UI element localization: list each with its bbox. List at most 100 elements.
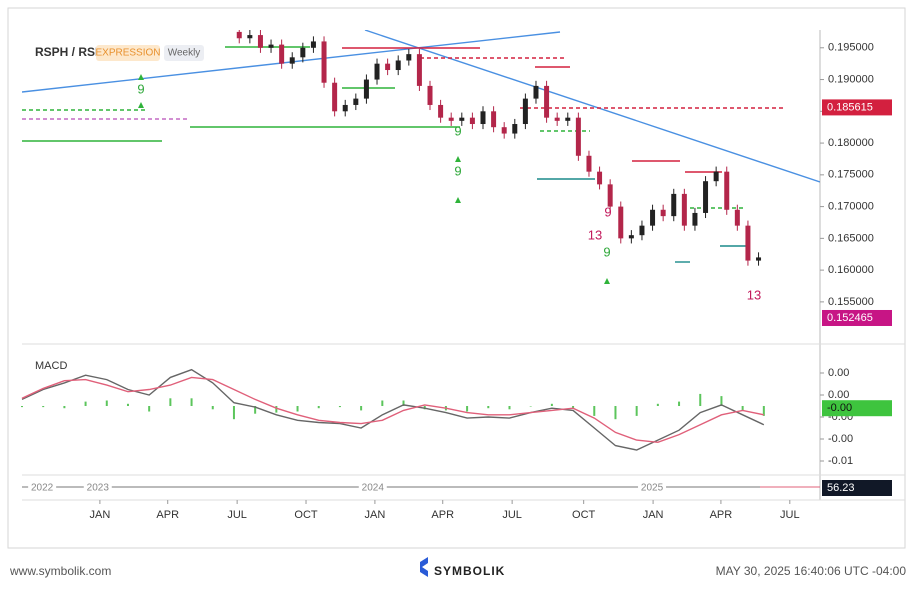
frame — [7, 7, 906, 549]
x-tick-label: JUL — [227, 509, 247, 521]
annotation: 13 — [588, 227, 602, 242]
candle-body — [385, 63, 391, 71]
candle-body — [565, 117, 571, 121]
candle-body — [332, 82, 338, 112]
y-tick-label: 0.155000 — [828, 296, 874, 308]
histogram-bar — [63, 406, 66, 409]
candle-body — [268, 44, 274, 48]
candle-body — [310, 41, 316, 48]
candle-body — [427, 85, 433, 105]
histogram-bar — [42, 406, 45, 408]
candle-body — [459, 117, 465, 121]
candle-body — [321, 41, 327, 83]
x-tick-label: APR — [156, 509, 179, 521]
candle-body — [724, 171, 730, 210]
candle-body — [618, 206, 624, 239]
candle-body — [406, 54, 412, 61]
x-tick-label: APR — [710, 509, 733, 521]
candle-body — [438, 104, 444, 118]
year-label: 2024 — [362, 483, 385, 494]
candle-body — [756, 257, 762, 261]
year-label: 2023 — [87, 483, 110, 494]
candle-body — [279, 44, 285, 64]
year-label-bg — [358, 481, 387, 493]
value-marker — [822, 480, 892, 496]
candle-body — [247, 35, 253, 39]
y-tick-label: 0.165000 — [828, 232, 874, 244]
histogram-bar — [572, 406, 575, 409]
logo — [420, 557, 428, 577]
histogram-bar — [317, 406, 320, 409]
histogram-bar — [762, 406, 765, 416]
histogram-bar — [232, 406, 235, 420]
y-tick-label: 0.195000 — [828, 42, 874, 54]
candle-body — [628, 235, 634, 239]
x-tick-label: JUL — [780, 509, 800, 521]
chart-title: RSPH / RSP — [35, 45, 103, 59]
candle-body — [257, 35, 263, 48]
candle-body — [544, 85, 550, 118]
candle-body — [289, 57, 295, 64]
histogram-bar — [381, 400, 384, 407]
price-marker-label: 0.152465 — [827, 312, 873, 324]
tag: EXPRESSION — [95, 48, 160, 59]
candle-body — [639, 225, 645, 236]
tag: Weekly — [168, 48, 201, 59]
candle-body — [353, 98, 359, 105]
candle-body — [681, 193, 687, 226]
footer-brand: SYMBOLIK — [434, 564, 505, 578]
x-tick-label: OCT — [294, 509, 318, 521]
x-tick-label: APR — [431, 509, 454, 521]
candle-body — [575, 117, 581, 156]
histogram-bar — [254, 406, 257, 414]
y-tick-label: 0.00 — [828, 389, 849, 401]
annotation: 13 — [747, 287, 761, 302]
candle-body — [660, 209, 666, 217]
histogram-bar — [84, 401, 87, 407]
year-label: 2025 — [641, 483, 664, 494]
price-marker — [822, 309, 892, 326]
histogram-bar — [105, 400, 108, 407]
tag-badge — [96, 45, 160, 61]
candle-body — [533, 85, 539, 99]
candles — [236, 30, 762, 266]
histogram-bar — [529, 406, 532, 407]
candle-body — [374, 63, 380, 80]
y-tick-label: 0.00 — [828, 367, 849, 379]
x-tick-label: JAN — [643, 509, 664, 521]
year-label-bg — [83, 481, 112, 493]
histogram-bar — [593, 406, 596, 416]
histogram-bar — [338, 406, 341, 408]
annotation: 9 — [137, 81, 144, 96]
annotation: 9 — [454, 123, 461, 138]
panel-title: MACD — [35, 360, 67, 372]
candle-body — [692, 212, 698, 226]
histogram-bar — [402, 400, 405, 407]
candle-body — [469, 117, 475, 125]
histogram-bar — [741, 406, 744, 411]
candle-body — [734, 209, 740, 226]
signal-line — [21, 376, 764, 444]
candle-body — [480, 111, 486, 125]
x-tick-label: JAN — [90, 509, 111, 521]
year-label-bg — [638, 481, 667, 493]
value-marker-label: -0.00 — [827, 402, 852, 414]
year-label-bg — [28, 481, 57, 493]
annotation: 9 — [603, 244, 610, 259]
histogram-bar — [720, 396, 723, 407]
y-tick-label: -0.01 — [828, 455, 853, 467]
histogram-bar — [508, 406, 511, 410]
histogram-bar — [678, 401, 681, 407]
histogram-bar — [296, 406, 299, 412]
histogram-bar — [656, 403, 659, 407]
histogram-bar — [190, 398, 193, 407]
footer-timestamp: MAY 30, 2025 16:40:06 UTC -04:00 — [716, 564, 907, 578]
histogram-bar — [635, 406, 638, 416]
candle-body — [713, 171, 719, 182]
candle-body — [363, 79, 369, 99]
histogram-bar — [487, 406, 490, 409]
histogram-bar — [614, 406, 617, 420]
histogram-bar — [699, 393, 702, 407]
